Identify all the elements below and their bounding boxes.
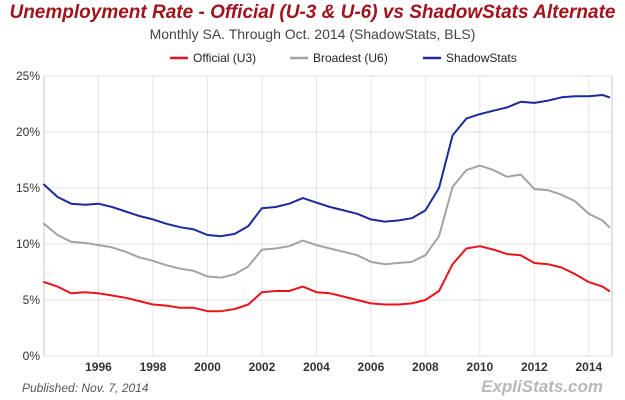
grid bbox=[43, 75, 613, 357]
brand-logo-text: ExpliStats.com bbox=[481, 377, 603, 396]
y-tick-label: 25% bbox=[16, 69, 40, 83]
y-tick-label: 10% bbox=[16, 237, 40, 251]
series-line-0 bbox=[43, 245, 611, 313]
y-tick-label: 20% bbox=[16, 125, 40, 139]
legend-label: Official (U3) bbox=[193, 51, 256, 65]
x-tick-label: 2002 bbox=[249, 360, 276, 374]
chart-title: Unemployment Rate - Official (U-3 & U-6)… bbox=[9, 2, 616, 23]
chart-subtitle: Monthly SA. Through Oct. 2014 (ShadowSta… bbox=[149, 26, 476, 42]
x-tick-label: 1996 bbox=[85, 360, 112, 374]
plot-frame bbox=[43, 75, 613, 357]
series-line-2 bbox=[43, 94, 611, 238]
published-date: Published: Nov. 7, 2014 bbox=[22, 381, 149, 395]
legend-label: ShadowStats bbox=[446, 51, 517, 65]
x-tick-label: 2006 bbox=[358, 360, 385, 374]
y-tick-label: 0% bbox=[23, 349, 41, 363]
x-tick-label: 2010 bbox=[467, 360, 494, 374]
legend-label: Broadest (U6) bbox=[313, 51, 388, 65]
y-tick-label: 15% bbox=[16, 181, 40, 195]
x-tick-label: 2012 bbox=[521, 360, 548, 374]
y-axis-labels: 0% 5% 10% 15% 20% 25% bbox=[16, 69, 40, 363]
legend: Official (U3) Broadest (U6) ShadowStats bbox=[170, 51, 517, 65]
series-line-1 bbox=[43, 164, 611, 279]
x-tick-label: 2004 bbox=[303, 360, 330, 374]
x-axis-labels: 1996 1998 2000 2002 2004 2006 2008 2010 2012 2014 bbox=[85, 360, 602, 374]
series-lines bbox=[43, 94, 611, 313]
x-tick-label: 2008 bbox=[412, 360, 439, 374]
x-tick-label: 2014 bbox=[575, 360, 602, 374]
x-tick-label: 2000 bbox=[194, 360, 221, 374]
y-tick-label: 5% bbox=[23, 293, 41, 307]
x-tick-label: 1998 bbox=[140, 360, 167, 374]
